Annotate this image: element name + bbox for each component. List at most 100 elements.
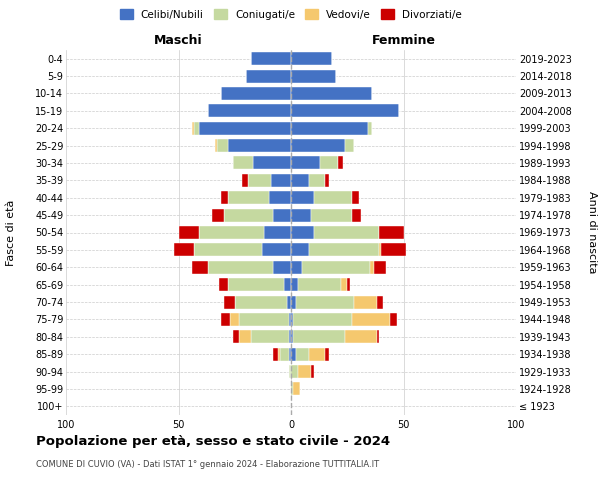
- Bar: [291, 139, 345, 152]
- Bar: [248, 174, 271, 187]
- Bar: [194, 244, 262, 256]
- Bar: [264, 226, 291, 239]
- Bar: [314, 226, 379, 239]
- Bar: [377, 330, 379, 344]
- Bar: [291, 104, 399, 118]
- Bar: [379, 226, 404, 239]
- Bar: [251, 330, 289, 344]
- Bar: [223, 208, 273, 222]
- Bar: [221, 87, 291, 100]
- Bar: [381, 244, 406, 256]
- Bar: [239, 313, 289, 326]
- Bar: [291, 70, 336, 82]
- Bar: [192, 122, 194, 134]
- Legend: Celibi/Nubili, Coniugati/e, Vedovi/e, Divorziati/e: Celibi/Nubili, Coniugati/e, Vedovi/e, Di…: [116, 5, 466, 24]
- Bar: [311, 365, 314, 378]
- Bar: [208, 104, 291, 118]
- Bar: [298, 365, 311, 378]
- Bar: [291, 156, 320, 170]
- Bar: [215, 139, 217, 152]
- Bar: [199, 122, 291, 134]
- Bar: [291, 122, 367, 134]
- Bar: [179, 226, 199, 239]
- Bar: [291, 244, 309, 256]
- Bar: [379, 244, 381, 256]
- Bar: [217, 139, 228, 152]
- Bar: [291, 208, 311, 222]
- Bar: [287, 296, 291, 308]
- Bar: [194, 122, 199, 134]
- Bar: [253, 156, 291, 170]
- Bar: [293, 330, 345, 344]
- Bar: [241, 174, 248, 187]
- Bar: [208, 260, 273, 274]
- Bar: [262, 244, 291, 256]
- Bar: [223, 296, 235, 308]
- Bar: [273, 260, 291, 274]
- Bar: [347, 278, 349, 291]
- Bar: [296, 348, 309, 360]
- Bar: [289, 313, 291, 326]
- Bar: [233, 156, 253, 170]
- Bar: [291, 52, 331, 65]
- Bar: [291, 365, 298, 378]
- Bar: [289, 365, 291, 378]
- Bar: [291, 191, 314, 204]
- Bar: [291, 174, 309, 187]
- Bar: [246, 70, 291, 82]
- Bar: [309, 348, 325, 360]
- Text: Popolazione per età, sesso e stato civile - 2024: Popolazione per età, sesso e stato civil…: [36, 435, 390, 448]
- Bar: [271, 174, 291, 187]
- Bar: [251, 52, 291, 65]
- Bar: [291, 226, 314, 239]
- Bar: [221, 313, 230, 326]
- Bar: [233, 330, 239, 344]
- Bar: [291, 330, 293, 344]
- Text: COMUNE DI CUVIO (VA) - Dati ISTAT 1° gennaio 2024 - Elaborazione TUTTITALIA.IT: COMUNE DI CUVIO (VA) - Dati ISTAT 1° gen…: [36, 460, 379, 469]
- Bar: [228, 191, 269, 204]
- Bar: [390, 313, 397, 326]
- Bar: [269, 191, 291, 204]
- Bar: [289, 348, 291, 360]
- Bar: [291, 348, 296, 360]
- Bar: [367, 122, 372, 134]
- Bar: [228, 278, 284, 291]
- Bar: [293, 313, 352, 326]
- Bar: [352, 313, 390, 326]
- Text: Anni di nascita: Anni di nascita: [587, 191, 597, 274]
- Bar: [273, 348, 277, 360]
- Bar: [309, 174, 325, 187]
- Bar: [302, 260, 370, 274]
- Bar: [354, 296, 377, 308]
- Bar: [174, 244, 194, 256]
- Bar: [192, 260, 208, 274]
- Bar: [338, 156, 343, 170]
- Bar: [289, 330, 291, 344]
- Bar: [352, 191, 359, 204]
- Bar: [228, 139, 291, 152]
- Text: Maschi: Maschi: [154, 34, 203, 48]
- Bar: [219, 278, 228, 291]
- Bar: [325, 348, 329, 360]
- Bar: [374, 260, 386, 274]
- Bar: [325, 174, 329, 187]
- Text: Fasce di età: Fasce di età: [6, 200, 16, 266]
- Bar: [341, 278, 347, 291]
- Bar: [221, 191, 228, 204]
- Text: Femmine: Femmine: [371, 34, 436, 48]
- Bar: [293, 382, 300, 396]
- Bar: [280, 348, 289, 360]
- Bar: [320, 156, 338, 170]
- Bar: [273, 208, 291, 222]
- Bar: [291, 87, 372, 100]
- Bar: [296, 296, 354, 308]
- Bar: [277, 348, 280, 360]
- Bar: [235, 296, 287, 308]
- Bar: [352, 208, 361, 222]
- Bar: [345, 139, 354, 152]
- Bar: [239, 330, 251, 344]
- Bar: [345, 330, 377, 344]
- Bar: [311, 208, 352, 222]
- Bar: [230, 313, 239, 326]
- Bar: [377, 296, 383, 308]
